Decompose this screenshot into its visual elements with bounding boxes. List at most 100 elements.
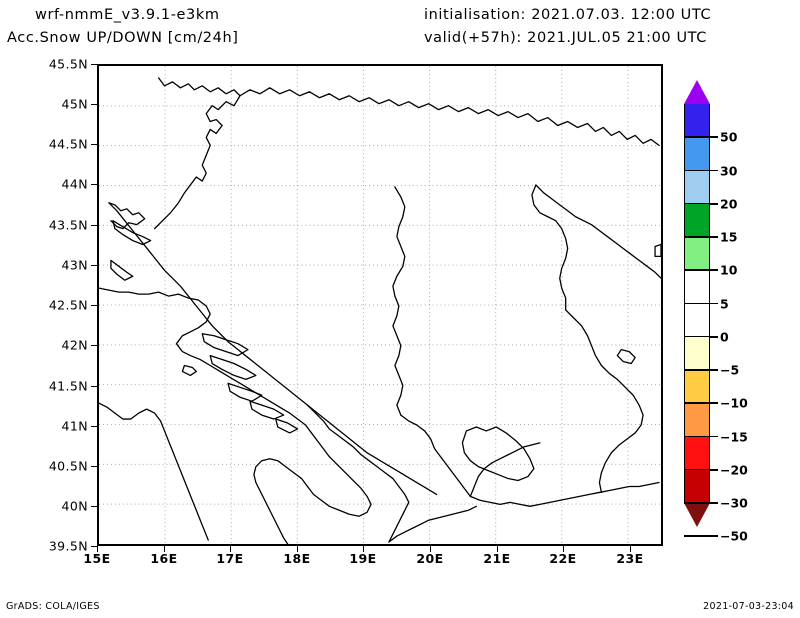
colorbar-tick-label: 30: [720, 163, 738, 178]
x-tick-mark: [230, 546, 231, 552]
field-title: n Acc.Snow UP/DOWN [cm/24h]: [0, 30, 239, 46]
y-tick-mark: [91, 386, 97, 387]
y-tick-mark: [91, 466, 97, 467]
colorbar-divider: [684, 535, 710, 537]
x-tick-mark: [297, 546, 298, 552]
coastline-and-borders: [99, 77, 661, 544]
x-tick-label: 15E: [83, 551, 111, 566]
colorbar-tick-mark: [710, 269, 718, 272]
y-tick-mark: [91, 144, 97, 145]
colorbar-band: [684, 469, 710, 503]
colorbar-top-arrow: [684, 80, 710, 104]
colorbar-divider: [684, 169, 710, 171]
y-tick-mark: [91, 506, 97, 507]
colorbar-divider: [684, 236, 710, 238]
x-tick-label: 19E: [349, 551, 377, 566]
x-tick-label: 23E: [616, 551, 644, 566]
y-tick-label: 43N: [61, 257, 88, 273]
valid-time-line: valid(+57h): 2021.JUL.05 21:00 UTC: [424, 30, 708, 46]
x-tick-mark: [363, 546, 364, 552]
y-tick-label: 42N: [61, 337, 88, 353]
colorbar-divider: [684, 468, 710, 471]
colorbar-divider: [684, 269, 710, 271]
y-tick-mark: [91, 184, 97, 185]
colorbar-divider: [684, 502, 710, 504]
render-timestamp: 2021-07-03-23:04: [703, 601, 794, 612]
x-tick-mark: [430, 546, 431, 552]
y-tick-label: 41N: [61, 418, 88, 434]
x-tick-mark: [164, 546, 165, 552]
colorbar-band: [684, 403, 710, 437]
x-tick-label: 20E: [416, 551, 444, 566]
colorbar-tick-label: −50: [720, 528, 748, 544]
colorbar-divider: [684, 369, 710, 371]
colorbar-tick-label: 5: [720, 296, 729, 311]
colorbar-band: [684, 336, 710, 370]
colorbar-divider: [684, 435, 710, 437]
colorbar-band: [684, 104, 710, 138]
colorbar-divider: [684, 202, 710, 205]
x-tick-mark: [630, 546, 631, 552]
y-tick-label: 39.5N: [48, 538, 88, 554]
colorbar-tick-mark: [710, 535, 718, 538]
colorbar-tick-mark: [710, 169, 718, 172]
colorbar-divider: [684, 402, 710, 404]
colorbar-tick-mark: [710, 369, 718, 371]
colorbar-divider: [684, 136, 710, 138]
y-tick-mark: [91, 64, 97, 65]
y-tick-label: 45N: [61, 96, 88, 112]
colorbar-divider: [684, 302, 710, 304]
colorbar-tick-label: 50: [720, 129, 738, 145]
colorbar-divider: [684, 335, 710, 338]
colorbar-band: [684, 170, 710, 204]
colorbar-tick-mark: [710, 402, 718, 405]
y-tick-label: 43.5N: [48, 217, 88, 233]
y-tick-label: 41.5N: [48, 378, 88, 394]
colorbar-tick-label: −30: [720, 495, 748, 511]
initialisation-line: initialisation: 2021.07.03. 12:00 UTC: [424, 7, 712, 23]
map-plot-area: [97, 64, 663, 546]
colorbar-tick-label: −10: [720, 395, 748, 411]
y-tick-label: 42.5N: [48, 297, 88, 313]
colorbar-band: [684, 203, 710, 237]
colorbar-tick-label: 0: [720, 329, 729, 345]
colorbar-tick-label: −15: [720, 429, 748, 444]
colorbar-tick-mark: [710, 302, 718, 305]
y-tick-mark: [91, 265, 97, 266]
y-tick-label: 44.5N: [48, 136, 88, 152]
x-tick-mark: [563, 546, 564, 552]
x-tick-label: 21E: [483, 551, 511, 566]
colorbar-tick-label: 10: [720, 262, 738, 278]
colorbar-tick-mark: [710, 136, 718, 139]
x-tick-mark: [97, 546, 98, 552]
lat-lon-gridlines: [99, 66, 661, 544]
y-tick-label: 44N: [61, 176, 88, 192]
colorbar-tick-mark: [710, 335, 718, 338]
y-tick-mark: [91, 546, 97, 547]
colorbar-tick-mark: [710, 502, 718, 504]
y-tick-mark: [91, 305, 97, 306]
colorbar-tick-mark: [710, 236, 718, 238]
y-tick-label: 40N: [61, 498, 88, 514]
colorbar-band: [684, 436, 710, 470]
y-tick-mark: [91, 426, 97, 427]
grads-credit: GrADS: COLA/IGES: [6, 601, 100, 612]
colorbar-tick-mark: [710, 435, 718, 438]
x-tick-mark: [497, 546, 498, 552]
colorbar-band: [684, 137, 710, 171]
x-tick-label: 16E: [150, 551, 178, 566]
colorbar-bottom-arrow: [684, 503, 710, 527]
colorbar-tick-label: 20: [720, 196, 738, 212]
y-tick-label: 40.5N: [48, 458, 88, 474]
colorbar-tick-label: −5: [720, 362, 740, 378]
colorbar-band: [684, 270, 710, 304]
colorbar-bands: [684, 104, 710, 503]
colorbar-tick-mark: [710, 202, 718, 205]
colorbar-band: [684, 303, 710, 337]
colorbar-tick-mark: [710, 468, 718, 471]
model-title: wrf-nmmE_v3.9.1-e3km: [35, 7, 220, 23]
x-tick-label: 22E: [549, 551, 577, 566]
colorbar-band: [684, 237, 710, 271]
y-tick-label: 45.5N: [48, 56, 88, 72]
x-tick-label: 17E: [216, 551, 244, 566]
